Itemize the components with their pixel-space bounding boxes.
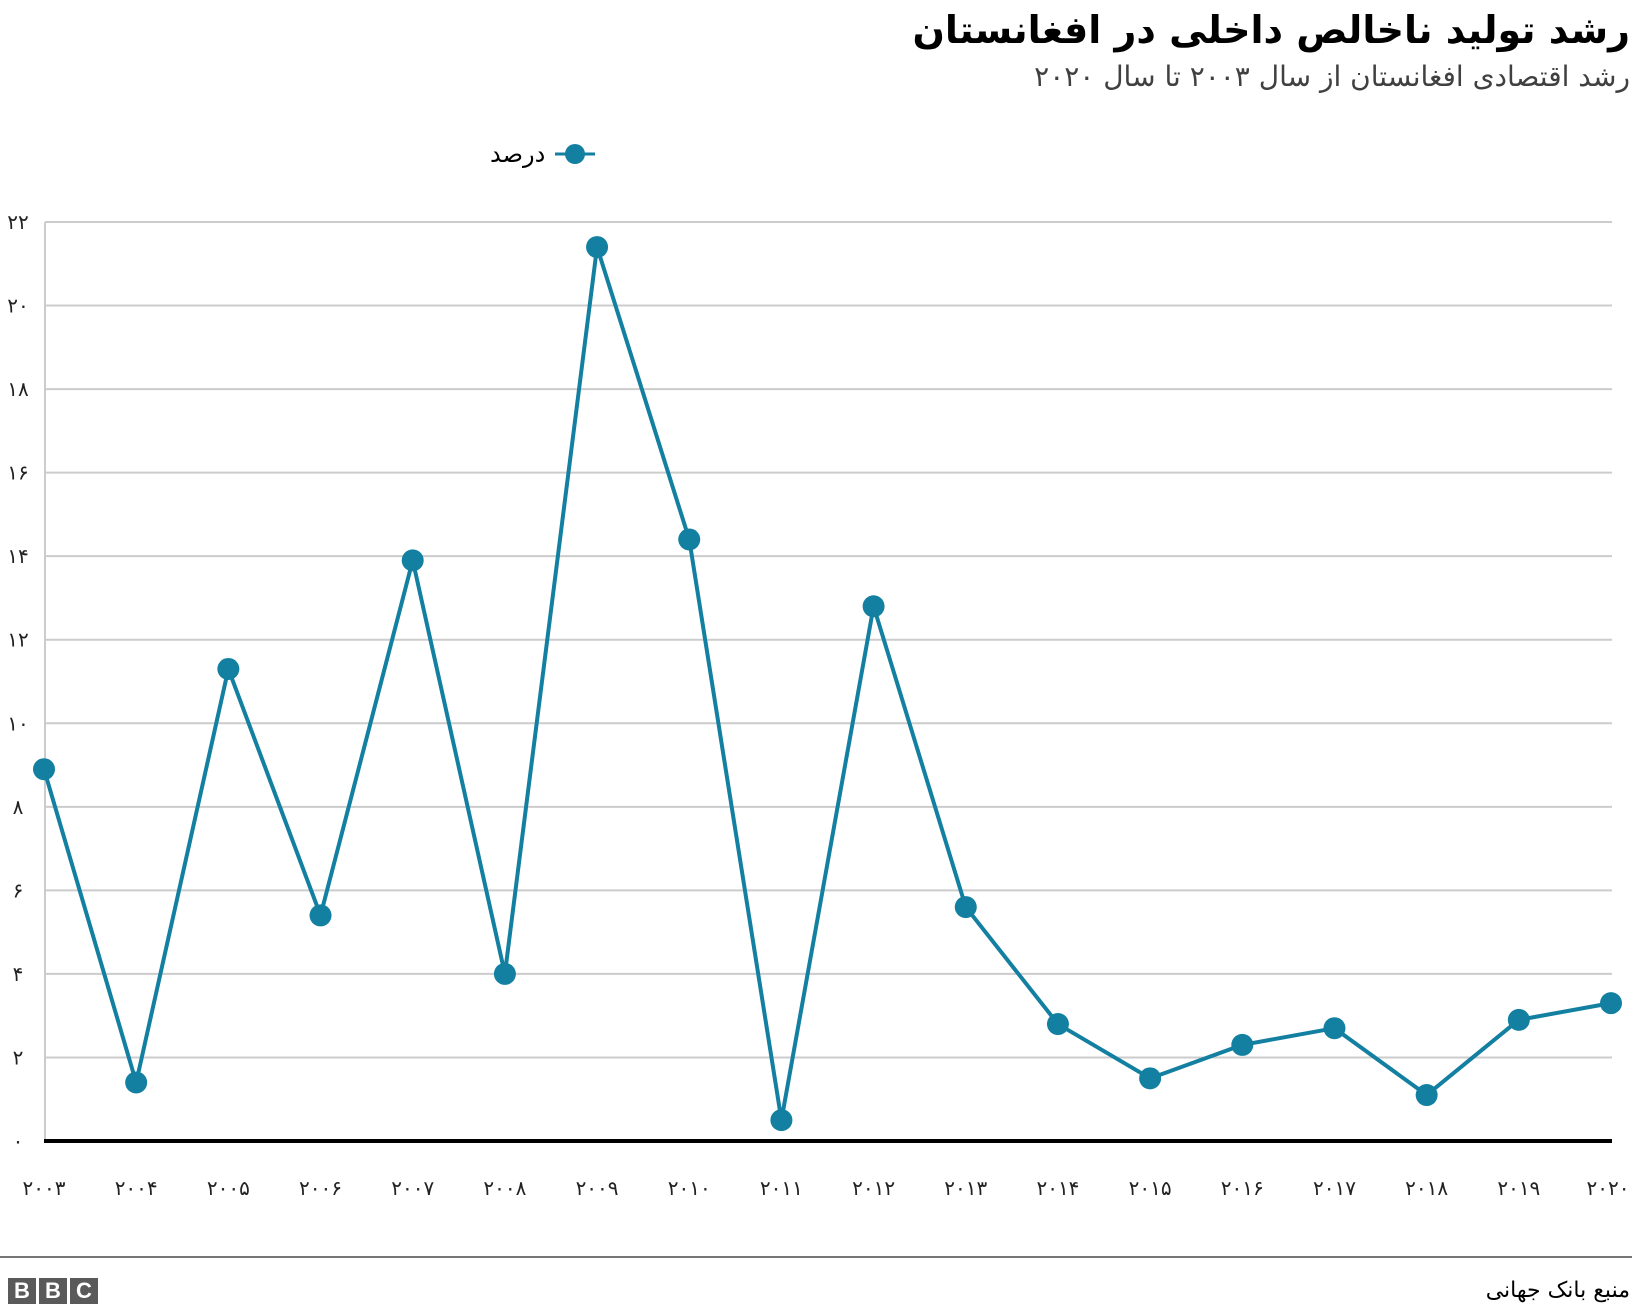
- y-tick-label: ۲: [13, 1045, 24, 1069]
- y-tick-label: ۱۰: [7, 711, 28, 735]
- y-tick-label: ۴: [13, 962, 24, 986]
- y-tick-label: ۶: [13, 878, 24, 902]
- y-tick-label: ۱۶: [7, 461, 28, 485]
- data-point: [1046, 1013, 1069, 1036]
- data-point: [1507, 1008, 1530, 1031]
- x-tick-label: ۲۰۰۹: [576, 1176, 619, 1200]
- legend-label: درصد: [490, 140, 546, 168]
- x-tick-label: ۲۰۰۶: [299, 1176, 342, 1200]
- x-tick-label: ۲۰۰۸: [483, 1176, 526, 1200]
- y-tick-label: ۲۰: [7, 294, 28, 318]
- bbc-logo-letter: B: [8, 1278, 36, 1304]
- x-tick-label: ۲۰۰۴: [115, 1176, 158, 1200]
- data-point: [862, 595, 885, 618]
- x-tick-label: ۲۰۲۰: [1587, 1176, 1630, 1200]
- gridlines: [45, 221, 1612, 1059]
- bbc-logo: B B C: [8, 1278, 98, 1304]
- x-tick-label: ۲۰۱۳: [944, 1176, 987, 1200]
- chart-subtitle: رشد اقتصادی افغانستان از سال ۲۰۰۳ تا سال…: [1034, 60, 1630, 93]
- x-tick-label: ۲۰۱۸: [1405, 1176, 1448, 1200]
- legend: درصد: [490, 140, 596, 168]
- data-point: [309, 904, 332, 927]
- legend-line-marker-icon: [555, 144, 596, 164]
- x-tick-label: ۲۰۱۰: [668, 1176, 711, 1200]
- source-text: منبع بانک جهانی: [1485, 1278, 1630, 1303]
- data-point: [1415, 1084, 1438, 1107]
- x-tick-label: ۲۰۱۹: [1497, 1176, 1540, 1200]
- footer-divider: [0, 1256, 1632, 1258]
- data-point-markers: [33, 236, 1622, 1132]
- y-tick-label: ۱۸: [7, 377, 29, 401]
- x-tick-label: ۲۰۱۴: [1036, 1176, 1079, 1200]
- data-point: [954, 896, 977, 919]
- data-point: [125, 1071, 148, 1094]
- data-point: [1323, 1017, 1346, 1040]
- x-tick-label: ۲۰۰۷: [391, 1176, 434, 1200]
- data-point: [678, 528, 701, 551]
- x-tick-label: ۲۰۱۱: [760, 1176, 803, 1200]
- data-point: [1139, 1067, 1162, 1090]
- data-point: [1231, 1033, 1254, 1056]
- series-line: [42, 245, 1612, 1123]
- y-tick-label: ۲۲: [7, 210, 28, 234]
- y-axis-ticks: ۰ ۲ ۴ ۶ ۸ ۱۰ ۱۲ ۱۴ ۱۶ ۱۸ ۲۰ ۲۲: [7, 210, 29, 1153]
- chart-title: رشد تولید ناخالص داخلی در افغانستان: [912, 8, 1631, 52]
- x-tick-label: ۲۰۰۳: [23, 1176, 66, 1200]
- y-tick-label: ۰: [13, 1129, 24, 1153]
- bbc-logo-letter: B: [39, 1278, 67, 1304]
- x-tick-label: ۲۰۱۶: [1221, 1176, 1264, 1200]
- x-tick-label: ۲۰۱۷: [1313, 1176, 1356, 1200]
- x-tick-label: ۲۰۱۲: [852, 1176, 895, 1200]
- x-tick-label: ۲۰۰۵: [207, 1176, 250, 1200]
- data-point: [586, 236, 609, 259]
- y-tick-label: ۸: [13, 795, 24, 819]
- x-axis-ticks: ۲۰۰۳ ۲۰۰۴ ۲۰۰۵ ۲۰۰۶ ۲۰۰۷ ۲۰۰۸ ۲۰۰۹ ۲۰۱۰ ۲۰۱۱ ۲۰۱۲…: [23, 1176, 1630, 1200]
- x-tick-label: ۲۰۱۵: [1129, 1176, 1172, 1200]
- data-point: [493, 962, 516, 985]
- data-point: [33, 758, 55, 781]
- data-point: [1600, 992, 1622, 1015]
- y-tick-label: ۱۴: [7, 544, 28, 568]
- data-point: [217, 657, 240, 680]
- data-point: [401, 549, 424, 572]
- data-point: [770, 1109, 793, 1132]
- bbc-logo-letter: C: [70, 1278, 98, 1304]
- y-tick-label: ۱۲: [7, 628, 28, 652]
